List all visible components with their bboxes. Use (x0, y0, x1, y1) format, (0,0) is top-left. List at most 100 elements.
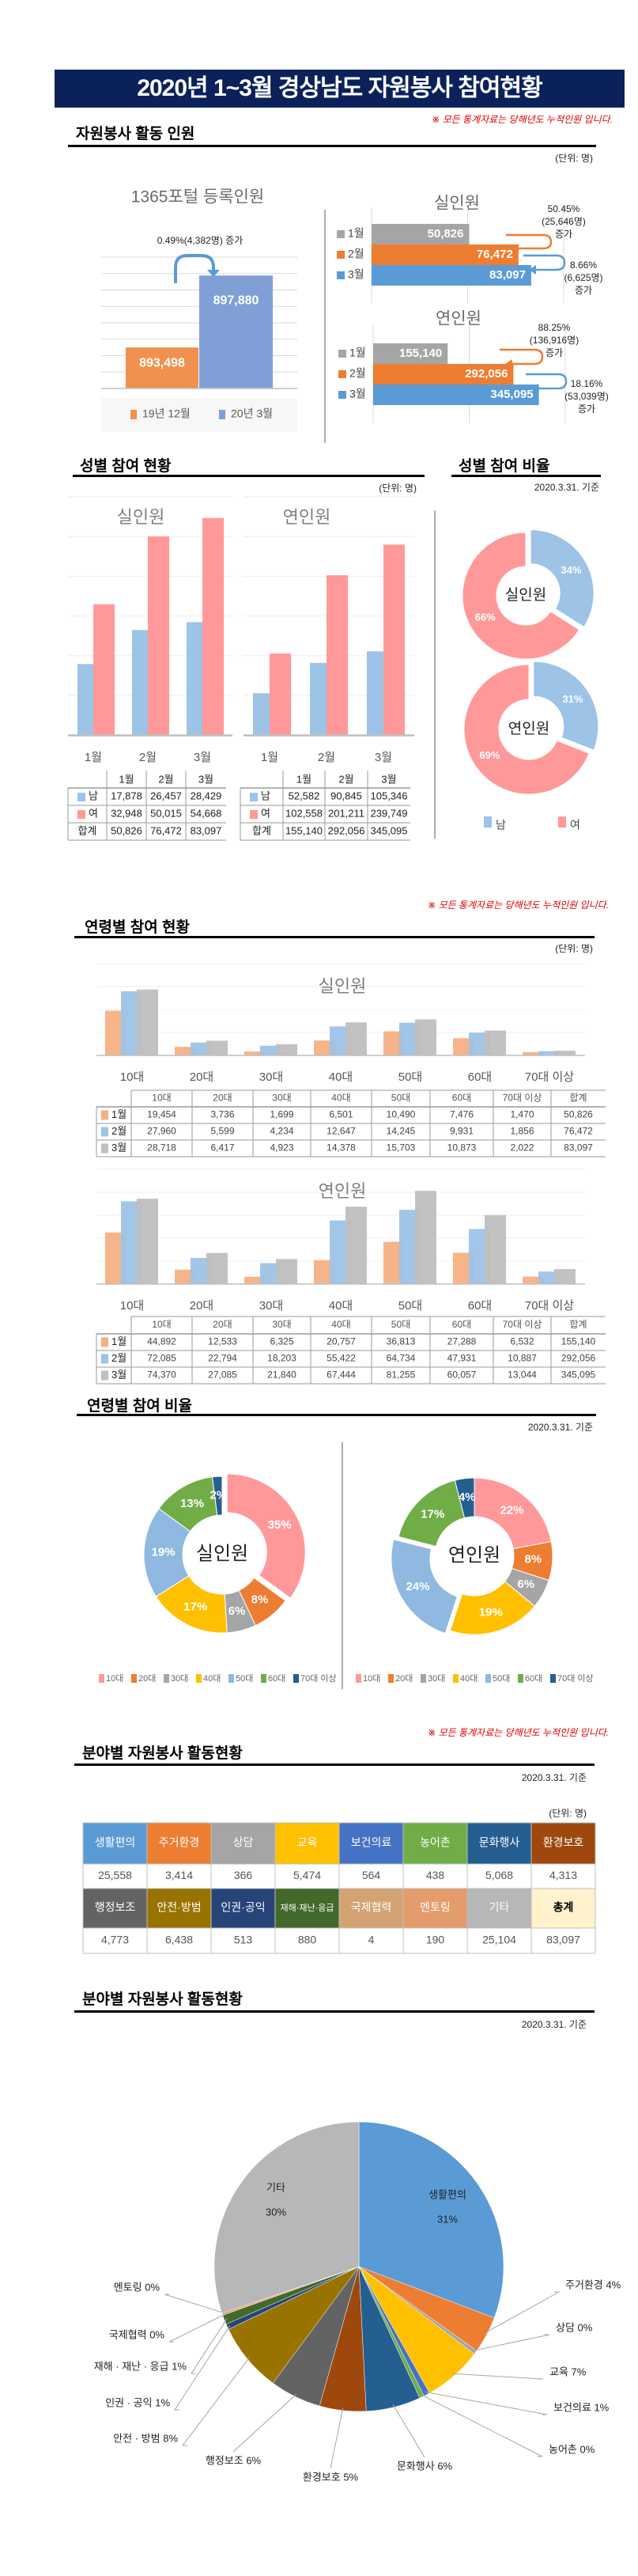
legend-label: 20년 3월 (231, 407, 273, 420)
leader-line (181, 2356, 251, 2446)
legend-swatch (101, 1143, 108, 1154)
legend-swatch (338, 350, 346, 358)
table-header-cell: 20대 (213, 1319, 232, 1330)
table-row-label: 여 (261, 807, 270, 819)
donut-percent-label: 22% (500, 1504, 523, 1517)
age-bar (244, 1051, 266, 1055)
arrowhead-icon (512, 244, 519, 253)
donut-percent-label: 8% (525, 1553, 542, 1566)
legend-swatch (518, 1674, 523, 1683)
age-axis-label: 50대 (398, 1299, 423, 1313)
legend-swatch (558, 816, 566, 828)
table-cell: 5,599 (210, 1126, 234, 1137)
table-cell: 6,532 (510, 1336, 534, 1347)
field-value: 3,414 (165, 1869, 193, 1881)
table-cell: 36,813 (387, 1336, 416, 1347)
table-header-cell: 30대 (272, 1319, 291, 1330)
donut-slice-0 (533, 661, 599, 751)
table-cell: 239,749 (371, 807, 408, 819)
legend-swatch (388, 1674, 394, 1683)
legend-label: 20대 (138, 1673, 156, 1684)
field-header-label: 총계 (553, 1901, 574, 1914)
table-row-label: 여 (89, 807, 98, 819)
donut-percent-label: 24% (406, 1580, 430, 1593)
hbar (372, 265, 531, 286)
legend-swatch (484, 816, 492, 828)
as-of-date: 2020.3.31. 기준 (527, 1422, 593, 1433)
legend-swatch (131, 1674, 137, 1683)
donut-slice-4 (391, 1539, 459, 1635)
gender-bar (77, 664, 93, 735)
field-header-label: 인권·공익 (221, 1901, 265, 1914)
age-axis-label: 40대 (329, 1070, 353, 1084)
table-cell: 50,826 (564, 1109, 593, 1120)
growth-annotation: 18.16% (571, 378, 603, 389)
age-axis-label: 70대 이상 (525, 1299, 574, 1313)
field-header-cell (146, 1888, 212, 1929)
legend-swatch (101, 1354, 108, 1364)
field-value: 4 (368, 1934, 375, 1946)
field-value: 513 (234, 1934, 253, 1946)
section-title-age-ratio: 연령별 참여 비율 (87, 1398, 192, 1415)
legend-swatch (261, 1674, 266, 1683)
field-header-cell (274, 1822, 340, 1865)
table-row-label: 1월 (111, 1335, 126, 1347)
month-label: 2월 (348, 248, 364, 260)
legend-swatch (101, 1370, 108, 1381)
table-cell: 292,056 (561, 1353, 596, 1364)
table-header-cell: 2월 (158, 773, 173, 785)
month-axis-label: 2월 (318, 751, 335, 764)
pie-label: 국제협력 0% (109, 2328, 165, 2340)
table-cell: 345,095 (371, 824, 408, 836)
donut-slice-1 (462, 532, 580, 660)
leader-line (232, 2393, 297, 2453)
field-header-cell (210, 1822, 276, 1865)
table-cell: 6,501 (329, 1109, 353, 1120)
field-header-label: 보건의료 (351, 1836, 392, 1849)
table-cell: 27,960 (147, 1126, 176, 1137)
field-value: 190 (426, 1934, 445, 1946)
table-cell: 12,647 (327, 1126, 356, 1137)
table-cell: 21,840 (267, 1369, 296, 1381)
table-header-cell: 10대 (152, 1093, 171, 1104)
table-header-cell: 3월 (381, 773, 396, 785)
leader-line (191, 2318, 228, 2374)
unit-label: (단위: 명) (549, 1808, 587, 1819)
leader-line (168, 2313, 226, 2343)
month-label: 3월 (349, 388, 366, 400)
gender-bar (310, 662, 327, 735)
field-value: 5,474 (293, 1869, 321, 1881)
pie-label: 행정보조 6% (206, 2454, 262, 2466)
table-cell: 60,057 (447, 1369, 477, 1381)
portal-bar (126, 347, 198, 388)
growth-annotation: 증가 (575, 285, 592, 296)
field-value-cell (338, 1927, 404, 1954)
growth-annotation: 증가 (546, 347, 563, 358)
legend-label: 40대 (203, 1673, 221, 1684)
legend-swatch (101, 1127, 108, 1137)
field-header-label: 행정보조 (95, 1901, 136, 1914)
table-cell: 74,370 (147, 1369, 176, 1381)
legend-swatch (77, 810, 85, 819)
hbar (372, 244, 519, 265)
section-title-field: 분야별 자원봉사 활동현황 (82, 1745, 243, 1762)
legend-swatch (421, 1674, 426, 1683)
pie-label: 기타 (266, 2181, 285, 2193)
legend-label: 50대 (236, 1673, 253, 1684)
gender-bar (148, 536, 169, 735)
table-cell: 55,422 (327, 1353, 356, 1364)
field-value-cell (82, 1863, 148, 1889)
field-value: 25,558 (98, 1869, 132, 1881)
cumulative-note: ※ 모든 통계자료는 당해년도 누적인원 입니다. (428, 900, 609, 911)
age-axis-label: 10대 (120, 1070, 145, 1084)
age-bar (345, 1207, 367, 1284)
gender-bar (93, 604, 115, 735)
hbar-value: 292,056 (465, 367, 508, 381)
portal-bar-value: 893,498 (139, 356, 185, 369)
leader-line (473, 2334, 550, 2351)
field-header-label: 재해·재난·응급 (280, 1902, 334, 1913)
table-header-cell: 10대 (152, 1319, 171, 1330)
unit-label: (단위: 명) (555, 943, 593, 954)
table-cell: 345,095 (561, 1369, 596, 1381)
table-row-label: 남 (89, 790, 98, 801)
